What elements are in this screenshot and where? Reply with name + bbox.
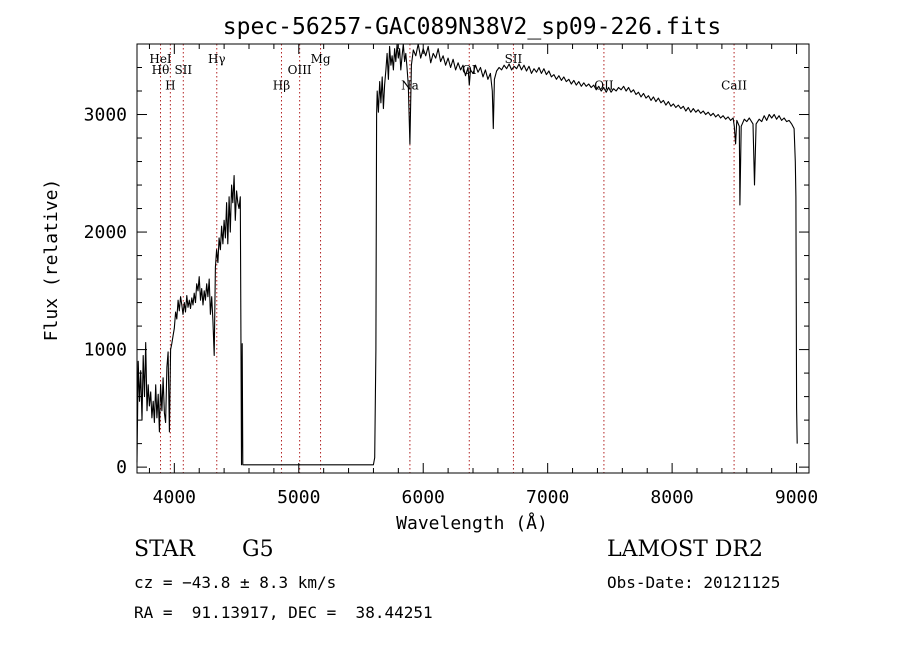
- line-marker-label: HeI: [149, 52, 172, 66]
- y-axis-label: Flux (relative): [41, 179, 62, 342]
- x-tick-label: 5000: [277, 487, 320, 508]
- y-axis-ticks: 0 1000 2000 3000: [84, 67, 809, 478]
- redshift-velocity: cz = −43.8 ± 8.3 km/s: [134, 573, 337, 592]
- line-marker-label: SII: [174, 63, 192, 77]
- survey-name: LAMOST DR2: [607, 537, 763, 562]
- y-tick-label: 1000: [84, 340, 127, 361]
- spectrum-line: [136, 43, 798, 466]
- x-axis-label: Wavelength (Å): [396, 512, 548, 534]
- y-tick-label: 3000: [84, 105, 127, 126]
- line-markers: [160, 44, 735, 473]
- y-tick-label: 2000: [84, 222, 127, 243]
- x-tick-label: 4000: [153, 487, 196, 508]
- line-marker-label: OII: [594, 78, 614, 92]
- x-tick-label: 7000: [526, 487, 569, 508]
- line-marker-label: Na: [401, 78, 419, 92]
- line-marker-label: SII: [505, 52, 523, 66]
- spectrum-series: [136, 43, 798, 466]
- line-marker-label: OIII: [288, 63, 312, 77]
- observation-date: Obs-Date: 20121125: [607, 573, 781, 592]
- object-subclass: G5: [242, 537, 274, 562]
- object-class: STAR: [134, 537, 195, 562]
- chart-title: spec-56257-GAC089N38V2_sp09-226.fits: [223, 14, 722, 40]
- coordinates: RA = 91.13917, DEC = 38.44251: [134, 603, 433, 622]
- x-tick-label: 9000: [775, 487, 818, 508]
- x-tick-label: 8000: [650, 487, 693, 508]
- line-marker-label: CaII: [721, 78, 747, 92]
- line-marker-label: Hβ: [273, 78, 290, 92]
- x-axis-ticks: 4000 5000 6000 7000 8000 9000: [148, 44, 818, 508]
- line-marker-label: Hθ: [152, 63, 170, 77]
- x-tick-label: 6000: [402, 487, 445, 508]
- line-marker-label: Mg: [311, 52, 331, 66]
- line-marker-label: Hγ: [208, 52, 226, 66]
- y-tick-label: 0: [116, 457, 127, 478]
- line-marker-label: H: [165, 78, 175, 92]
- plot-frame: [136, 43, 810, 474]
